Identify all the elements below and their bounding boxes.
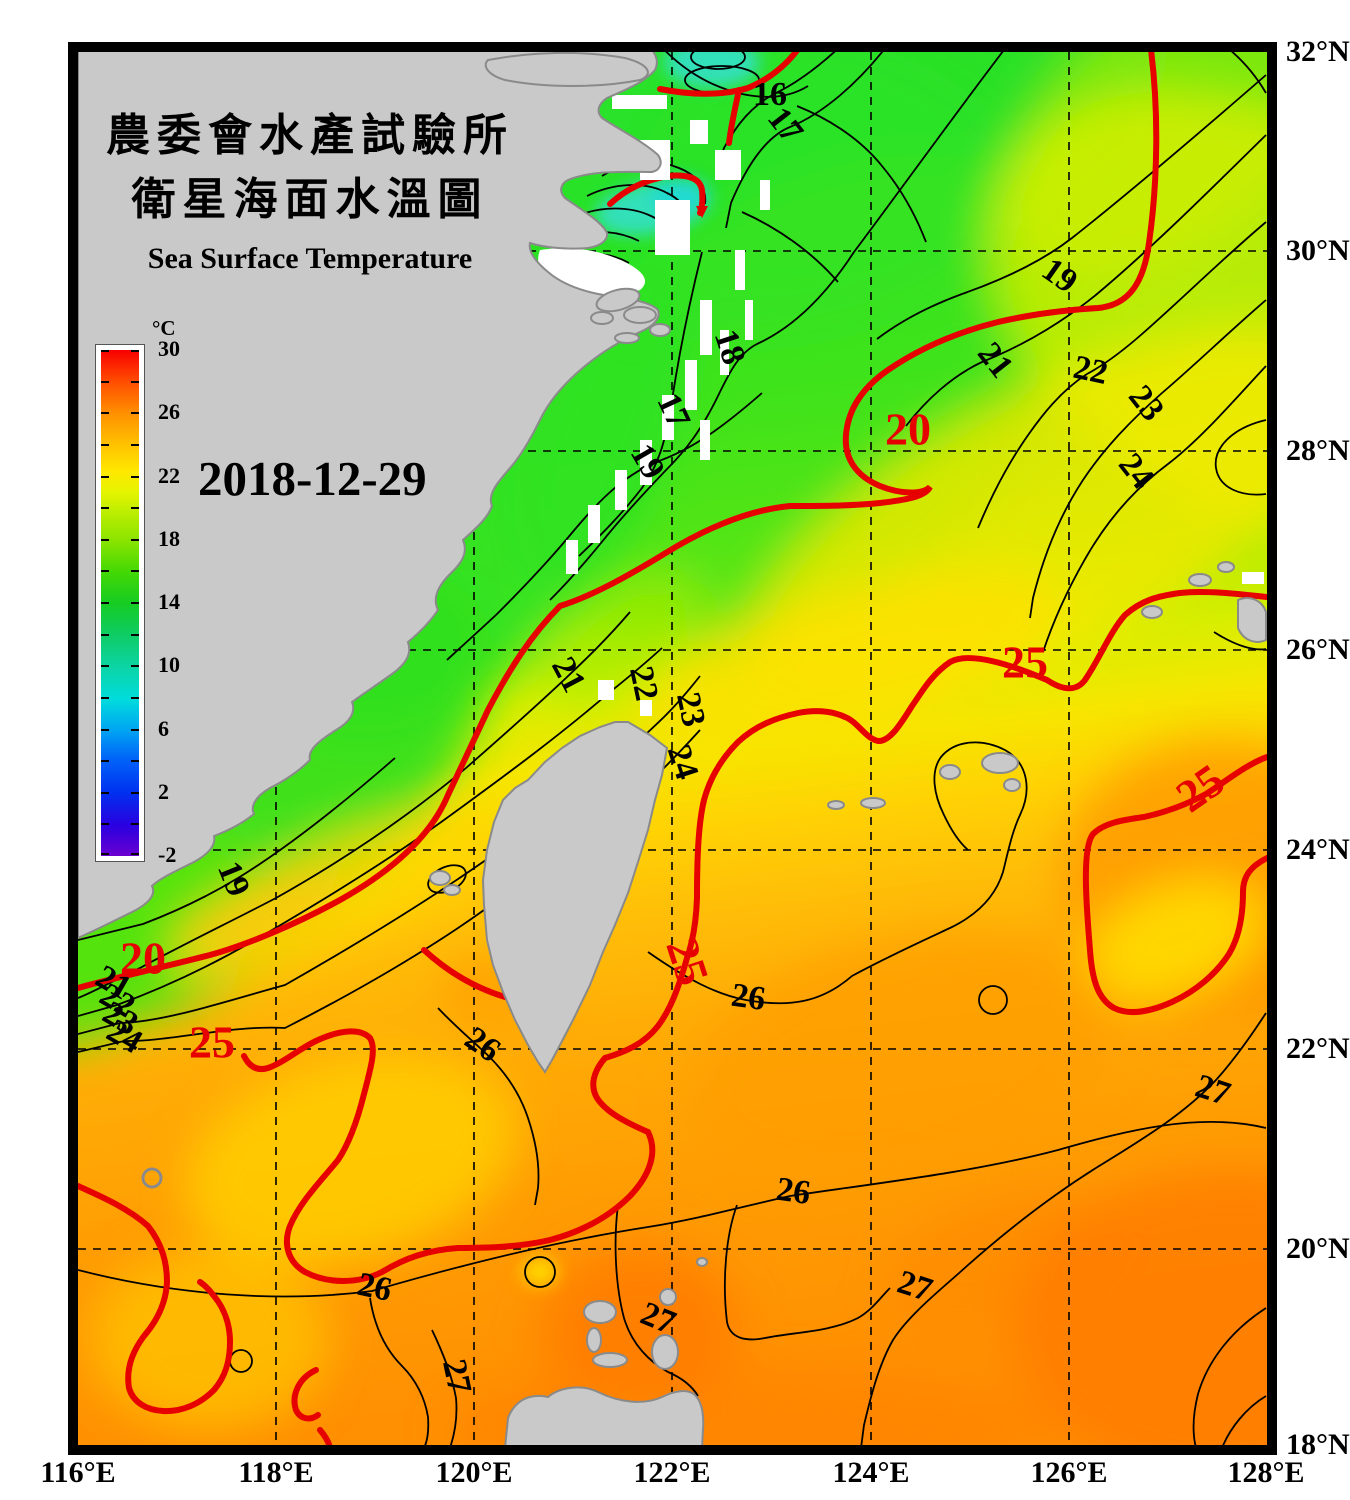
- temperature-colorbar: [96, 345, 144, 861]
- lon-axis-label: 126°E: [1009, 1456, 1129, 1490]
- isotherm-label-20: 20: [120, 933, 166, 984]
- lon-axis-label: 122°E: [612, 1456, 732, 1490]
- colorbar-tick: [131, 444, 139, 446]
- lat-axis-label: 30°N: [1286, 234, 1350, 268]
- colorbar-tick: [101, 853, 109, 855]
- title-chinese-line2: 衛星海面水溫圖: [100, 168, 520, 232]
- isotherm-label-26: 26: [774, 1171, 813, 1212]
- lon-axis-label: 124°E: [811, 1456, 931, 1490]
- luzon-island: [505, 1387, 703, 1445]
- colorbar-tick: [131, 350, 139, 352]
- colorbar-tick: [131, 697, 139, 699]
- lat-axis-label: 32°N: [1286, 35, 1350, 69]
- colorbar-tick-label: 2: [158, 779, 202, 805]
- colorbar-tick: [101, 350, 109, 352]
- colorbar-tick-label: 10: [158, 652, 202, 678]
- colorbar-tick: [131, 570, 139, 572]
- isotherm-label-25: 25: [189, 1017, 235, 1068]
- colorbar-tick: [131, 412, 139, 414]
- colorbar-tick: [101, 602, 109, 604]
- colorbar-tick-label: 18: [158, 526, 202, 552]
- colorbar-tick: [101, 507, 109, 509]
- chongming-island: [486, 53, 648, 86]
- colorbar-tick-label: 22: [158, 463, 202, 489]
- colorbar-tick-label: 30: [158, 336, 202, 362]
- colorbar-tick: [101, 539, 109, 541]
- lon-axis-label: 116°E: [18, 1456, 138, 1490]
- colorbar-tick-label: -2: [158, 842, 202, 868]
- colorbar-tick: [131, 381, 139, 383]
- title-english: Sea Surface Temperature: [100, 242, 520, 276]
- colorbar-tick: [131, 729, 139, 731]
- isotherm-label-20: 20: [885, 404, 931, 455]
- colorbar-tick: [101, 412, 109, 414]
- lat-axis-label: 28°N: [1286, 434, 1350, 468]
- ryukyu-island: [1238, 598, 1266, 642]
- colorbar-tick: [101, 476, 109, 478]
- colorbar-tick: [131, 476, 139, 478]
- colorbar-tick-label: 26: [158, 399, 202, 425]
- colorbar-tick: [101, 665, 109, 667]
- colorbar-tick: [101, 444, 109, 446]
- isotherm-label-26: 26: [729, 977, 768, 1018]
- colorbar-tick: [131, 507, 139, 509]
- colorbar-tick: [131, 853, 139, 855]
- colorbar-tick: [101, 570, 109, 572]
- colorbar-tick: [101, 381, 109, 383]
- colorbar-tick-label: 6: [158, 716, 202, 742]
- colorbar-tick-label: 14: [158, 589, 202, 615]
- lat-axis-label: 20°N: [1286, 1232, 1350, 1266]
- title-block: 農委會水產試驗所 衛星海面水溫圖 Sea Surface Temperature: [100, 104, 520, 276]
- colorbar-tick: [101, 823, 109, 825]
- colorbar-tick: [131, 792, 139, 794]
- colorbar-tick: [131, 823, 139, 825]
- colorbar-tick: [131, 665, 139, 667]
- lon-axis-label: 118°E: [216, 1456, 336, 1490]
- colorbar-tick: [101, 697, 109, 699]
- lat-axis-label: 22°N: [1286, 1032, 1350, 1066]
- colorbar-tick: [101, 729, 109, 731]
- lat-axis-label: 24°N: [1286, 833, 1350, 867]
- colorbar-tick: [101, 634, 109, 636]
- date-label: 2018-12-29: [198, 450, 427, 507]
- colorbar-tick: [131, 760, 139, 762]
- lon-axis-label: 120°E: [414, 1456, 534, 1490]
- colorbar-tick: [101, 792, 109, 794]
- sst-map-page: 1617181719192122232421222324192122232426…: [0, 0, 1350, 1500]
- colorbar-tick: [131, 634, 139, 636]
- isotherm-label-25: 25: [1002, 637, 1048, 688]
- title-chinese-line1: 農委會水產試驗所: [100, 104, 520, 168]
- lat-axis-label: 18°N: [1286, 1428, 1350, 1462]
- colorbar-tick: [131, 602, 139, 604]
- colorbar-tick: [131, 539, 139, 541]
- lat-axis-label: 26°N: [1286, 633, 1350, 667]
- colorbar-tick: [101, 760, 109, 762]
